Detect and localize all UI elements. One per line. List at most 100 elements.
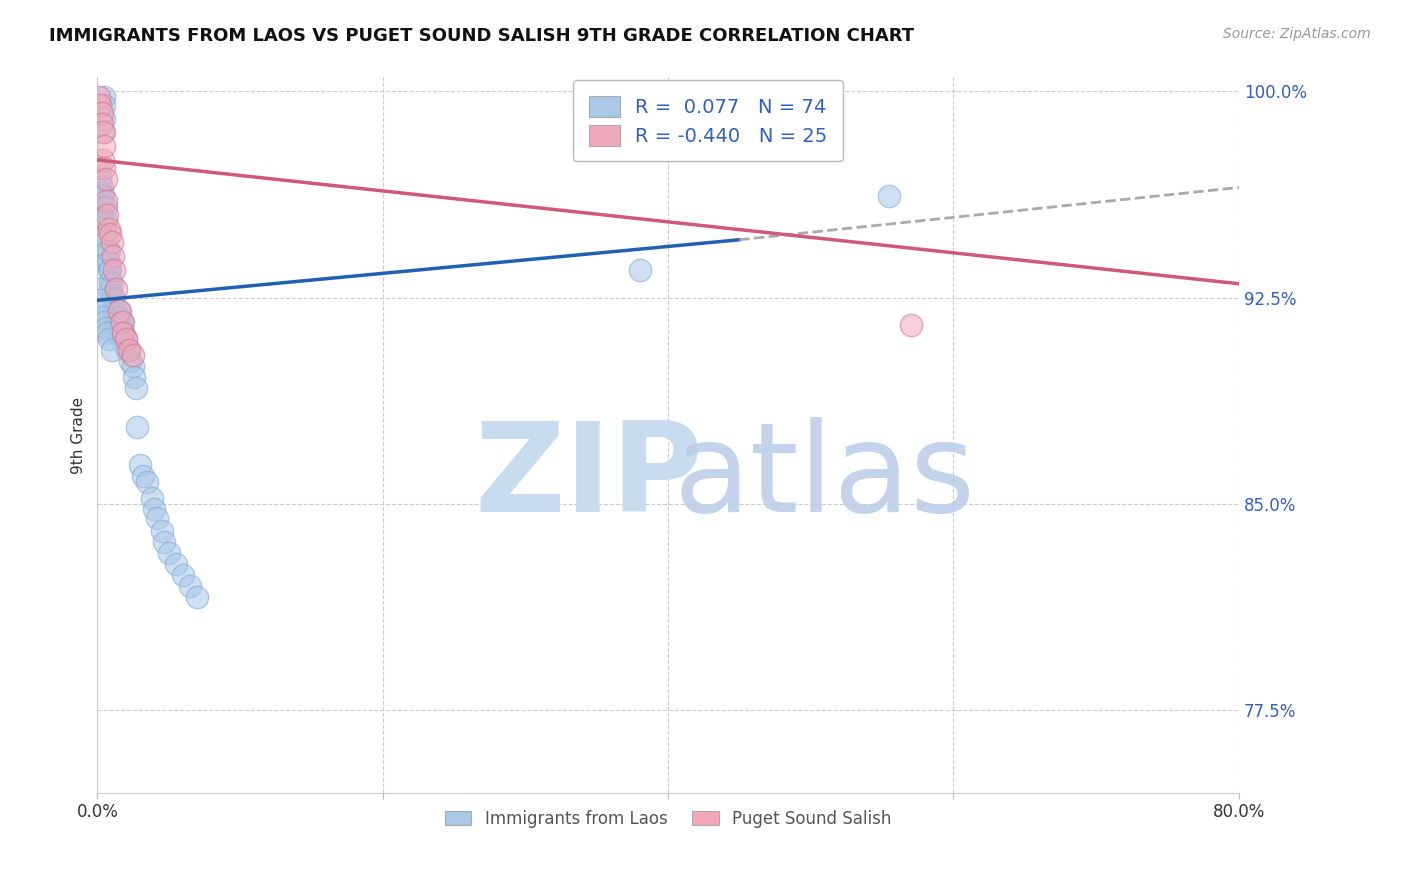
Point bbox=[104, 282, 127, 296]
Point bbox=[105, 326, 128, 341]
Point bbox=[112, 326, 135, 341]
Point bbox=[91, 188, 114, 202]
Point bbox=[94, 213, 117, 227]
Text: Source: ZipAtlas.com: Source: ZipAtlas.com bbox=[1223, 27, 1371, 41]
Point bbox=[107, 310, 129, 324]
Point bbox=[97, 221, 120, 235]
Point bbox=[96, 208, 118, 222]
Point bbox=[150, 524, 173, 539]
Point bbox=[97, 254, 120, 268]
Point bbox=[89, 98, 111, 112]
Point bbox=[141, 491, 163, 506]
Point bbox=[93, 98, 115, 112]
Point bbox=[103, 263, 125, 277]
Point bbox=[115, 332, 138, 346]
Point bbox=[132, 469, 155, 483]
Point bbox=[186, 591, 208, 605]
Point bbox=[103, 304, 125, 318]
Point bbox=[91, 125, 114, 139]
Point bbox=[117, 343, 139, 357]
Text: ZIP: ZIP bbox=[474, 417, 703, 539]
Point bbox=[122, 359, 145, 374]
Point bbox=[97, 332, 120, 346]
Point bbox=[98, 282, 121, 296]
Point bbox=[91, 310, 114, 324]
Point bbox=[89, 293, 111, 308]
Point bbox=[118, 343, 141, 357]
Text: IMMIGRANTS FROM LAOS VS PUGET SOUND SALISH 9TH GRADE CORRELATION CHART: IMMIGRANTS FROM LAOS VS PUGET SOUND SALI… bbox=[49, 27, 914, 45]
Point bbox=[96, 233, 118, 247]
Point bbox=[104, 315, 127, 329]
Point bbox=[108, 304, 131, 318]
Point bbox=[90, 106, 112, 120]
Point bbox=[146, 510, 169, 524]
Point bbox=[94, 194, 117, 209]
Point bbox=[110, 326, 132, 341]
Point bbox=[87, 282, 110, 296]
Point bbox=[87, 89, 110, 103]
Point bbox=[107, 320, 129, 334]
Point bbox=[107, 304, 129, 318]
Y-axis label: 9th Grade: 9th Grade bbox=[72, 396, 86, 474]
Point bbox=[98, 263, 121, 277]
Point bbox=[165, 558, 187, 572]
Point bbox=[900, 318, 922, 332]
Point bbox=[104, 304, 127, 318]
Point bbox=[157, 546, 180, 560]
Point bbox=[101, 249, 124, 263]
Point bbox=[118, 343, 141, 357]
Text: atlas: atlas bbox=[673, 417, 976, 539]
Point bbox=[94, 320, 117, 334]
Point bbox=[172, 568, 194, 582]
Point bbox=[91, 153, 114, 167]
Point bbox=[108, 318, 131, 332]
Point bbox=[93, 139, 115, 153]
Point bbox=[112, 326, 135, 341]
Point bbox=[98, 274, 121, 288]
Point bbox=[98, 227, 121, 242]
Point bbox=[90, 180, 112, 194]
Point bbox=[122, 348, 145, 362]
Point bbox=[94, 200, 117, 214]
Point bbox=[96, 254, 118, 268]
Point bbox=[94, 227, 117, 242]
Point bbox=[110, 315, 132, 329]
Point bbox=[125, 381, 148, 395]
Point bbox=[89, 161, 111, 176]
Point bbox=[93, 89, 115, 103]
Point bbox=[124, 370, 146, 384]
Point bbox=[93, 112, 115, 126]
Point bbox=[179, 579, 201, 593]
Point bbox=[127, 419, 149, 434]
Point bbox=[628, 263, 651, 277]
Point bbox=[129, 458, 152, 473]
Point bbox=[114, 337, 136, 351]
Point bbox=[100, 287, 122, 301]
Point bbox=[89, 172, 111, 186]
Point bbox=[96, 326, 118, 341]
Point bbox=[112, 315, 135, 329]
Legend: Immigrants from Laos, Puget Sound Salish: Immigrants from Laos, Puget Sound Salish bbox=[437, 803, 898, 834]
Point bbox=[90, 117, 112, 131]
Point bbox=[91, 200, 114, 214]
Point bbox=[100, 343, 122, 357]
Point bbox=[87, 194, 110, 209]
Point bbox=[143, 502, 166, 516]
Point bbox=[96, 244, 118, 258]
Point bbox=[90, 304, 112, 318]
Point bbox=[91, 211, 114, 225]
Point bbox=[93, 315, 115, 329]
Point bbox=[90, 186, 112, 200]
Point bbox=[97, 244, 120, 258]
Point bbox=[97, 263, 120, 277]
Point bbox=[93, 161, 115, 176]
Point bbox=[100, 235, 122, 250]
Point bbox=[103, 293, 125, 308]
Point bbox=[90, 200, 112, 214]
Point bbox=[120, 353, 142, 368]
Point bbox=[93, 125, 115, 139]
Point bbox=[101, 291, 124, 305]
Point bbox=[101, 301, 124, 316]
Point bbox=[136, 475, 159, 489]
Point bbox=[100, 277, 122, 291]
